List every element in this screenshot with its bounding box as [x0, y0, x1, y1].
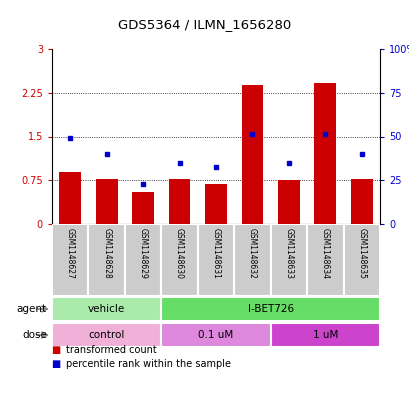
Bar: [161, 224, 197, 296]
Text: GSM1148631: GSM1148631: [211, 228, 220, 279]
Text: transformed count: transformed count: [66, 345, 156, 355]
Text: 1 uM: 1 uM: [312, 330, 337, 340]
Text: GSM1148628: GSM1148628: [102, 228, 111, 278]
Bar: [343, 224, 379, 296]
Bar: [95, 178, 117, 224]
Bar: [314, 83, 335, 224]
Bar: [270, 323, 379, 347]
Bar: [52, 297, 161, 321]
Bar: [234, 224, 270, 296]
Text: GSM1148632: GSM1148632: [247, 228, 256, 279]
Bar: [161, 323, 270, 347]
Bar: [350, 179, 372, 224]
Bar: [168, 178, 190, 224]
Text: control: control: [88, 330, 125, 340]
Bar: [88, 224, 125, 296]
Text: ■: ■: [52, 359, 64, 369]
Text: GSM1148633: GSM1148633: [284, 228, 293, 279]
Bar: [306, 224, 343, 296]
Text: dose: dose: [22, 330, 47, 340]
Bar: [241, 85, 263, 224]
Text: GSM1148630: GSM1148630: [175, 228, 184, 279]
Bar: [52, 323, 161, 347]
Text: GSM1148629: GSM1148629: [138, 228, 147, 279]
Text: ■: ■: [52, 345, 64, 355]
Text: GSM1148634: GSM1148634: [320, 228, 329, 279]
Text: GSM1148635: GSM1148635: [356, 228, 365, 279]
Bar: [204, 184, 226, 224]
Bar: [270, 224, 306, 296]
Text: I-BET726: I-BET726: [247, 304, 293, 314]
Bar: [161, 297, 379, 321]
Text: vehicle: vehicle: [88, 304, 125, 314]
Bar: [125, 224, 161, 296]
Text: GSM1148627: GSM1148627: [65, 228, 74, 279]
Text: GDS5364 / ILMN_1656280: GDS5364 / ILMN_1656280: [118, 18, 291, 31]
Bar: [52, 224, 88, 296]
Bar: [132, 192, 154, 224]
Bar: [277, 180, 299, 224]
Bar: [59, 171, 81, 224]
Text: 0.1 uM: 0.1 uM: [198, 330, 233, 340]
Text: percentile rank within the sample: percentile rank within the sample: [66, 359, 230, 369]
Text: agent: agent: [17, 304, 47, 314]
Bar: [197, 224, 234, 296]
